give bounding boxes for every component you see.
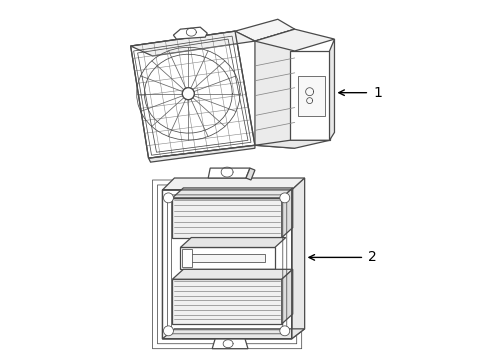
Polygon shape [173,27,207,39]
Polygon shape [282,188,293,238]
Polygon shape [292,178,305,339]
Circle shape [164,326,173,336]
Polygon shape [255,140,329,148]
Polygon shape [131,31,255,56]
Polygon shape [172,198,282,238]
Polygon shape [208,168,250,178]
Polygon shape [329,39,335,140]
Polygon shape [172,269,293,279]
Polygon shape [190,255,265,262]
Text: 2: 2 [368,251,377,264]
Polygon shape [255,29,335,51]
Polygon shape [163,178,305,190]
Polygon shape [148,145,255,162]
Circle shape [182,88,195,100]
Polygon shape [246,168,255,180]
Polygon shape [255,29,294,148]
Polygon shape [163,329,305,339]
Polygon shape [172,188,293,198]
Circle shape [280,326,290,336]
Text: 1: 1 [373,86,382,100]
Polygon shape [282,269,293,324]
Polygon shape [172,279,282,324]
Circle shape [280,193,290,203]
Polygon shape [131,31,255,158]
Polygon shape [212,339,248,349]
Polygon shape [235,19,294,41]
Polygon shape [180,247,275,269]
Polygon shape [182,249,192,267]
Circle shape [164,193,173,203]
Polygon shape [298,76,324,116]
Polygon shape [180,238,286,247]
Polygon shape [290,51,329,140]
